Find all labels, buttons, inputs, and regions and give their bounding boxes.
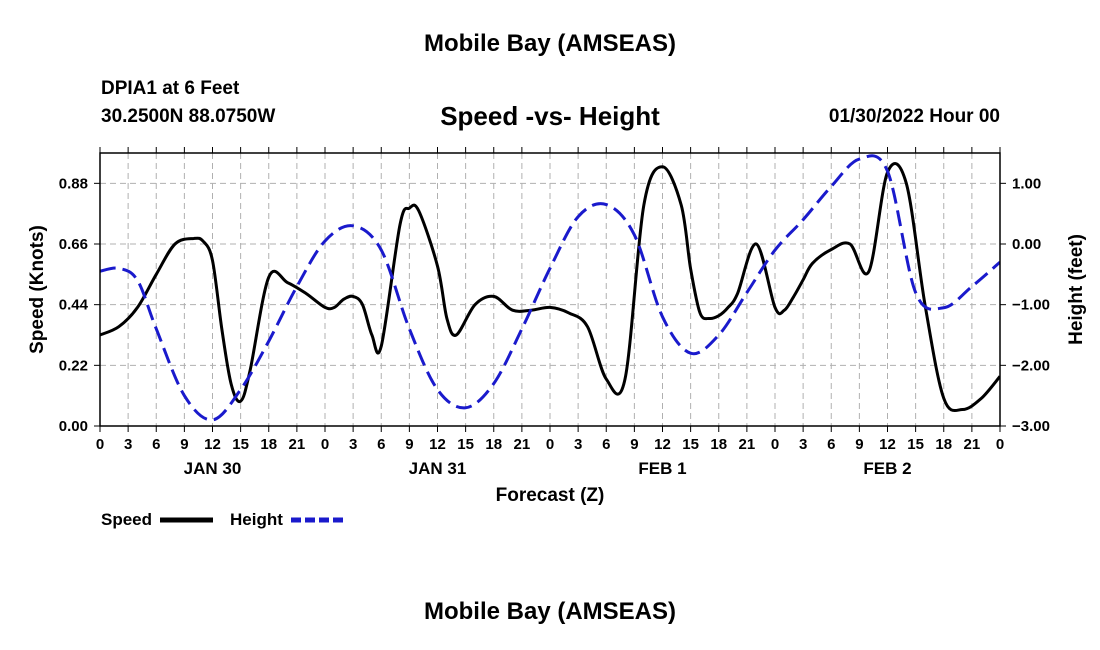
series-layer: [100, 154, 1000, 422]
legend: Speed Height: [101, 510, 344, 529]
chart-title: Speed -vs- Height: [440, 101, 660, 131]
x-axis-title: Forecast (Z): [496, 485, 605, 506]
x-tick-label: 15: [907, 436, 924, 453]
x-tick-label: 6: [152, 436, 160, 453]
y-left-tick-label: 0.44: [59, 297, 89, 314]
date-label: FEB 1: [638, 459, 686, 478]
x-tick-label: 9: [855, 436, 863, 453]
x-tick-label: 12: [429, 436, 446, 453]
x-tick-label: 3: [799, 436, 807, 453]
y-right-axis-title: Height (feet): [1066, 234, 1087, 345]
x-tick-label: 3: [124, 436, 132, 453]
x-tick-label: 3: [349, 436, 357, 453]
y-left-tick-label: 0.66: [59, 236, 88, 253]
y-left-tick-label: 0.88: [59, 175, 88, 192]
y-right-tick-label: 0.00: [1012, 236, 1041, 253]
x-tick-label: 15: [457, 436, 474, 453]
station-label: DPIA1 at 6 Feet: [101, 78, 240, 99]
station-coordinates: 30.2500N 88.0750W: [101, 106, 276, 127]
x-tick-label: 12: [879, 436, 896, 453]
y-left-tick-label: 0.00: [59, 418, 88, 435]
x-tick-label: 0: [96, 436, 104, 453]
x-tick-label: 6: [827, 436, 835, 453]
page-title: Mobile Bay (AMSEAS): [423, 30, 677, 57]
x-tick-label: 21: [289, 436, 306, 453]
x-tick-label: 21: [739, 436, 756, 453]
x-tick-label: 21: [964, 436, 981, 453]
x-tick-label: 12: [204, 436, 221, 453]
x-tick-label: 9: [180, 436, 188, 453]
series-line-height: [100, 154, 1000, 422]
x-tick-label: 21: [514, 436, 531, 453]
axis-layer: 0 3 6 9 12 15 18 21 0 3 6 9 12 15 18 21 0 3 6 9 12 15 18 21 0 3 6 9…: [27, 147, 1087, 506]
x-tick-label: 0: [996, 436, 1004, 453]
x-tick-label: 0: [321, 436, 329, 453]
y-left-tick-label: 0.22: [59, 357, 88, 374]
x-tick-label: 6: [602, 436, 610, 453]
legend-label-speed: Speed: [101, 510, 152, 529]
x-tick-label: 0: [546, 436, 554, 453]
forecast-datetime: 01/30/2022 Hour 00: [828, 106, 1000, 127]
legend-label-height: Height: [230, 510, 283, 529]
y-left-axis-title: Speed (Knots): [27, 225, 48, 354]
x-tick-label: 12: [654, 436, 671, 453]
date-label: JAN 31: [409, 459, 467, 478]
y-right-tick-label: −2.00: [1012, 357, 1050, 374]
x-tick-label: 18: [260, 436, 277, 453]
next-chart-title: Mobile Bay (AMSEAS): [423, 598, 677, 625]
x-tick-label: 15: [682, 436, 699, 453]
x-tick-label: 6: [377, 436, 385, 453]
y-right-tick-label: 1.00: [1012, 175, 1041, 192]
x-tick-label: 18: [485, 436, 502, 453]
y-right-tick-label: −3.00: [1012, 418, 1050, 435]
grid-layer: [100, 153, 1000, 426]
x-tick-label: 3: [574, 436, 582, 453]
x-tick-label: 9: [630, 436, 638, 453]
x-tick-label: 18: [935, 436, 952, 453]
x-tick-label: 15: [232, 436, 249, 453]
y-right-tick-label: −1.00: [1012, 297, 1050, 314]
date-label: JAN 30: [184, 459, 242, 478]
date-label: FEB 2: [863, 459, 911, 478]
x-tick-label: 9: [405, 436, 413, 453]
x-tick-label: 0: [771, 436, 779, 453]
x-tick-label: 18: [710, 436, 727, 453]
